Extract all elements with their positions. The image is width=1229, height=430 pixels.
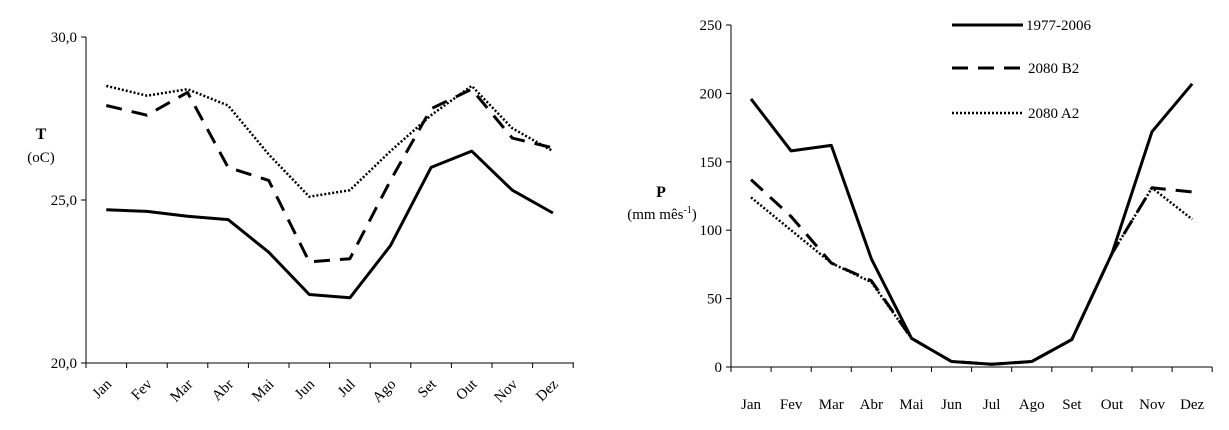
- temperature-y-unit: (oC): [27, 150, 55, 166]
- precipitation-y-tick-label: 100: [700, 223, 723, 239]
- temperature-series: [106, 86, 553, 298]
- precipitation-x-tick-label: Ago: [1019, 397, 1045, 413]
- precipitation-y-tick-label: 250: [700, 18, 723, 34]
- temperature-series-dashed-line: [106, 89, 553, 262]
- temperature-x-tick-label: Mai: [249, 377, 277, 405]
- precipitation-x-tick-label: Fev: [780, 397, 803, 413]
- temperature-x-tick-label: Out: [453, 376, 481, 404]
- temperature-x-tick-label: Set: [415, 376, 440, 401]
- temperature-y-tick-label: 20,0: [51, 356, 77, 372]
- temperature-series-dotted-line: [106, 86, 553, 197]
- temperature-x-tick-label: Ago: [370, 377, 400, 407]
- legend-entry-2080-a2: 2080 A2: [952, 106, 1079, 122]
- precipitation-x-tick-label: Jul: [983, 397, 1001, 413]
- precipitation-y-tick-label: 50: [707, 292, 722, 308]
- precipitation-x-tick-label: Mar: [819, 397, 844, 413]
- legend-label-2080-a2: 2080 A2: [1028, 106, 1079, 122]
- legend-label-2080-b2: 2080 B2: [1028, 61, 1079, 77]
- precipitation-y-label: P: [656, 184, 666, 201]
- temperature-x-tick-label: Nov: [492, 376, 522, 406]
- legend-entry-1977-2006: 1977-2006: [952, 18, 1091, 34]
- temperature-y-tick-label: 25,0: [51, 193, 77, 209]
- temperature-x-tick-label: Jun: [292, 376, 318, 402]
- precipitation-x-tick-label: Jun: [941, 397, 962, 413]
- precipitation-x-tick-label: Nov: [1139, 397, 1165, 413]
- precipitation-y-ticks: 0 50 100 150 200 250: [700, 18, 732, 376]
- temperature-x-tick-label: Fev: [129, 376, 157, 404]
- temperature-x-tick-label: Jul: [335, 377, 359, 401]
- precipitation-x-tick-label: Jan: [741, 397, 761, 413]
- legend-label-1977-2006: 1977-2006: [1026, 18, 1091, 34]
- temperature-y-ticks: 20,0 25,0 30,0: [51, 30, 86, 372]
- temperature-y-label: T: [36, 126, 47, 143]
- temperature-y-tick-label: 30,0: [51, 30, 77, 46]
- precipitation-y-tick-label: 200: [700, 86, 723, 102]
- temperature-chart: T (oC) 20,0 25,0 30,0 Jan Fev Mar Abr Mai Jun Ju…: [27, 30, 574, 406]
- temperature-series-solid-line: [106, 151, 553, 298]
- precipitation-chart: P (mm mês-1) 0 50 100 150 200 250 Jan Fev Mar Ab…: [627, 18, 1212, 413]
- precipitation-y-unit-main: (mm mês: [627, 207, 683, 223]
- precipitation-y-unit-exponent: -1: [683, 205, 691, 216]
- temperature-x-tick-label: Jan: [90, 376, 116, 402]
- precipitation-x-tick-label: Dez: [1180, 397, 1204, 413]
- precipitation-x-tick-label: Mai: [899, 397, 923, 413]
- temperature-x-tick-label: Mar: [167, 377, 196, 406]
- temperature-x-tick-label: Abr: [209, 377, 237, 405]
- precipitation-y-unit: (mm mês-1): [627, 205, 697, 223]
- precipitation-x-tick-label: Set: [1062, 397, 1082, 413]
- precipitation-series-solid-line: [751, 84, 1192, 365]
- temperature-x-ticks: Jan Fev Mar Abr Mai Jun Jul Ago Set Out Nov Dez: [86, 363, 573, 406]
- precipitation-x-tick-label: Out: [1101, 397, 1124, 413]
- precipitation-y-unit-close: ): [692, 207, 697, 223]
- temperature-x-tick-label: Dez: [533, 376, 562, 405]
- precipitation-y-tick-label: 0: [715, 360, 723, 376]
- precipitation-y-tick-label: 150: [700, 155, 723, 171]
- precipitation-series: [751, 84, 1192, 365]
- legend: 1977-2006 2080 B2 2080 A2: [952, 18, 1091, 122]
- precipitation-x-tick-label: Abr: [860, 397, 883, 413]
- precipitation-x-ticks: Jan Fev Mar Abr Mai Jun Jul Ago Set Out Nov Dez: [731, 367, 1212, 413]
- legend-entry-2080-b2: 2080 B2: [952, 61, 1079, 77]
